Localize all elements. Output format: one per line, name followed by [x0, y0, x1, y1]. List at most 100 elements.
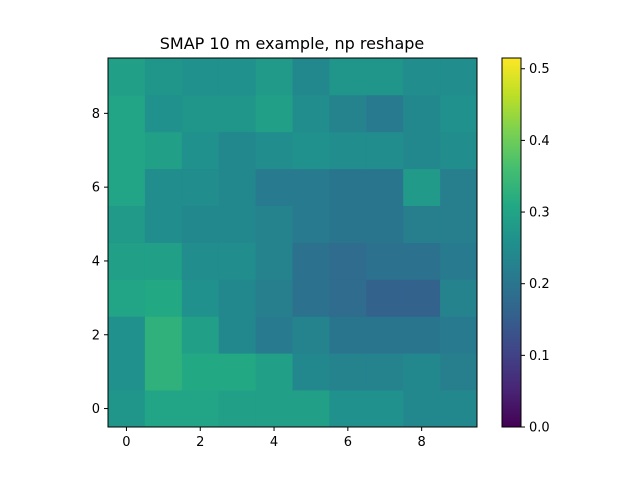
- heatmap-cell: [144, 316, 183, 354]
- y-tick-label: 0: [92, 402, 100, 417]
- heatmap-cell: [403, 279, 441, 317]
- heatmap-cell: [255, 279, 293, 317]
- heatmap-cell: [255, 390, 293, 428]
- heatmap-cell: [292, 131, 330, 170]
- heatmap-cell: [108, 205, 146, 243]
- plot-frame: [107, 57, 478, 428]
- heatmap-cell: [218, 168, 256, 206]
- heatmap-cell: [440, 94, 478, 133]
- heatmap-cell: [292, 205, 330, 243]
- heatmap-grid: [108, 58, 478, 428]
- heatmap-cell: [108, 168, 146, 206]
- heatmap-cell: [181, 242, 220, 280]
- heatmap-cell: [218, 353, 256, 391]
- heatmap-cell: [144, 168, 183, 206]
- heatmap-cell: [255, 205, 293, 243]
- heatmap-cell: [255, 58, 293, 96]
- heatmap-cell: [181, 205, 220, 243]
- heatmap-cell: [108, 94, 146, 133]
- heatmap-cell: [403, 205, 441, 243]
- heatmap-cell: [255, 168, 293, 206]
- heatmap-cell: [218, 316, 256, 354]
- heatmap-cell: [440, 353, 478, 391]
- heatmap-cell: [255, 242, 293, 280]
- heatmap-cell: [255, 316, 293, 354]
- heatmap-cell: [181, 131, 220, 170]
- heatmap-cell: [403, 94, 441, 133]
- heatmap-cell: [329, 131, 367, 170]
- colorbar-frame: [501, 57, 522, 428]
- y-tick-label: 8: [92, 107, 100, 122]
- colorbar-tick-label: 0.1: [529, 349, 550, 364]
- heatmap-cell: [403, 353, 441, 391]
- heatmap-cell: [292, 279, 330, 317]
- colorbar: 0.0 0.1 0.2 0.3 0.4 0.5: [501, 57, 550, 436]
- colorbar-gradient: [502, 58, 521, 427]
- heatmap-cell: [218, 131, 256, 170]
- heatmap-cell: [181, 316, 220, 354]
- x-tick-label: 2: [196, 435, 204, 450]
- heatmap-cell: [440, 279, 478, 317]
- heatmap-cell: [366, 58, 404, 96]
- heatmap-cell: [329, 390, 367, 428]
- heatmap-cell: [108, 390, 146, 428]
- heatmap-cell: [329, 353, 367, 391]
- heatmap-cell: [144, 390, 183, 428]
- heatmap-cell: [144, 353, 183, 391]
- heatmap-cell: [218, 279, 256, 317]
- heatmap-cell: [181, 279, 220, 317]
- heatmap-cell: [181, 168, 220, 206]
- heatmap-cell: [144, 58, 183, 96]
- x-tick-label: 6: [344, 435, 352, 450]
- heatmap-cell: [403, 168, 441, 206]
- heatmap-cell: [108, 279, 146, 317]
- x-tick-label: 4: [270, 435, 278, 450]
- heatmap-cell: [255, 131, 293, 170]
- heatmap-cell: [181, 353, 220, 391]
- heatmap-cell: [329, 58, 367, 96]
- heatmap-cell: [292, 242, 330, 280]
- y-tick-label: 6: [92, 181, 100, 196]
- heatmap-cell: [108, 242, 146, 280]
- heatmap-cell: [144, 242, 183, 280]
- y-axis: 0 2 4 6 8: [92, 107, 108, 417]
- heatmap-cell: [292, 94, 330, 133]
- heatmap-cell: [403, 390, 441, 428]
- heatmap-cell: [218, 242, 256, 280]
- heatmap-cell: [218, 205, 256, 243]
- heatmap-cell: [181, 94, 220, 133]
- heatmap-cell: [108, 353, 146, 391]
- heatmap-cell: [366, 94, 404, 133]
- heatmap-cell: [329, 242, 367, 280]
- heatmap-cell: [403, 131, 441, 170]
- x-tick-label: 0: [122, 435, 130, 450]
- heatmap-cell: [366, 353, 404, 391]
- heatmap-cell: [403, 58, 441, 96]
- heatmap-cell: [329, 168, 367, 206]
- heatmap-cell: [292, 316, 330, 354]
- colorbar-tick-label: 0.2: [529, 277, 550, 292]
- y-tick-label: 4: [92, 254, 100, 269]
- heatmap-cell: [329, 279, 367, 317]
- heatmap-cell: [403, 242, 441, 280]
- heatmap-cell: [440, 58, 478, 96]
- heatmap-cell: [108, 131, 146, 170]
- colorbar-ticks: 0.0 0.1 0.2 0.3 0.4 0.5: [521, 62, 550, 436]
- heatmap-cell: [366, 279, 404, 317]
- chart-title: SMAP 10 m example, np reshape: [160, 34, 425, 53]
- heatmap-cell: [144, 279, 183, 317]
- heatmap-cell: [440, 205, 478, 243]
- heatmap-cell: [292, 58, 330, 96]
- heatmap-cell: [440, 242, 478, 280]
- heatmap-cell: [144, 131, 183, 170]
- heatmap-cell: [366, 168, 404, 206]
- colorbar-tick-label: 0.0: [529, 421, 550, 436]
- heatmap-cell: [144, 94, 183, 133]
- heatmap-cell: [440, 168, 478, 206]
- x-axis: 0 2 4 6 8: [122, 427, 426, 450]
- heatmap-cell: [403, 316, 441, 354]
- heatmap-cell: [440, 316, 478, 354]
- heatmap-cell: [366, 316, 404, 354]
- heatmap-cell: [292, 168, 330, 206]
